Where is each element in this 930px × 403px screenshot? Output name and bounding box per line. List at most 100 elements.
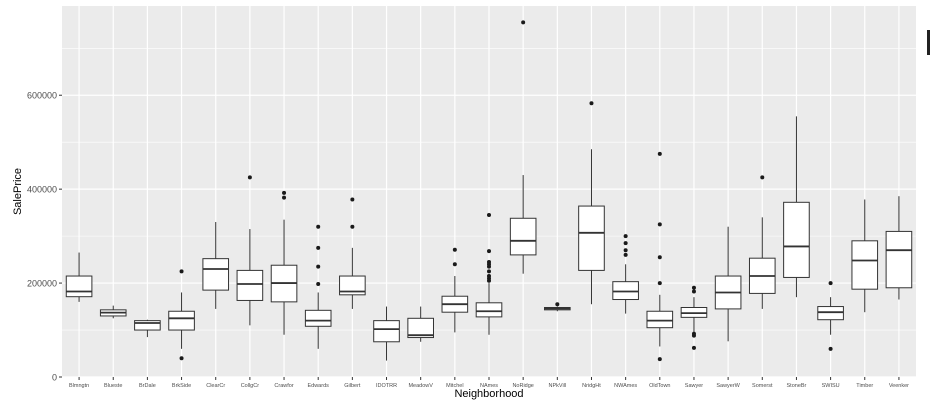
x-tick-label: BrkSide: [172, 383, 191, 389]
x-tick-label: NWAmes: [614, 383, 637, 389]
x-tick-label: Edwards: [307, 383, 329, 389]
box-iqr: [202, 258, 230, 291]
box-group-blueste: [99, 305, 127, 319]
box-iqr: [168, 310, 195, 331]
outlier-point: [282, 195, 287, 200]
box-iqr: [783, 201, 810, 278]
x-tick-label: Timber: [856, 383, 873, 389]
outlier-point: [487, 264, 491, 269]
box-iqr: [509, 217, 537, 256]
box-group-oldtown: [646, 151, 674, 362]
outlier-point: [521, 20, 526, 25]
x-tick-label: NridgHt: [582, 383, 601, 389]
box-iqr: [304, 309, 332, 327]
x-tick-label: NoRidge: [512, 383, 533, 389]
outlier-point: [282, 190, 287, 195]
box-group-brdale: [134, 319, 161, 338]
box-group-meadowv: [407, 306, 434, 342]
box-iqr: [236, 269, 264, 301]
y-axis-ticks: 0 200000 400000 600000: [27, 91, 62, 383]
x-tick-label: NPkVill: [548, 383, 566, 389]
box-group-stonebr: [783, 116, 810, 298]
outlier-point: [452, 262, 457, 267]
x-tick-label: Veenker: [889, 383, 909, 389]
box-group-nridght: [578, 101, 605, 305]
x-axis-ticks: Blmngtn Blueste BrDale BrkSide ClearCr CollgC…: [69, 377, 909, 389]
box-group-crawfor: [270, 190, 298, 335]
outlier-point: [657, 281, 662, 286]
outlier-point: [657, 357, 662, 362]
box-group-names: [475, 212, 503, 335]
y-axis-title: SalePrice: [12, 168, 24, 215]
outlier-point: [179, 356, 184, 361]
x-tick-label: NAmes: [480, 383, 498, 389]
box-iqr: [134, 320, 161, 331]
y-tick-label: 200000: [27, 279, 57, 289]
outlier-point: [316, 264, 321, 269]
outlier-point: [555, 302, 560, 307]
box-group-blmngtn: [65, 252, 93, 302]
box-group-swisu: [817, 281, 844, 351]
box-group-timber: [851, 199, 879, 313]
x-tick-label: Crawfor: [274, 383, 293, 389]
x-tick-label: Sawyer: [685, 383, 704, 389]
box-iqr: [339, 275, 366, 296]
x-tick-label: MeadowV: [408, 383, 433, 389]
outlier-point: [760, 175, 765, 180]
outlier-point: [487, 278, 491, 283]
boxes-layer: [65, 20, 913, 362]
outlier-point: [657, 151, 662, 156]
x-tick-label: Blmngtn: [69, 383, 89, 389]
outlier-point: [589, 101, 594, 106]
outlier-point: [657, 255, 662, 260]
x-axis-title: Neighborhood: [454, 388, 523, 400]
box-group-veenker: [885, 196, 913, 300]
box-iqr: [612, 281, 639, 301]
box-group-gilbert: [339, 197, 366, 309]
outlier-point: [623, 252, 628, 257]
outlier-point: [350, 197, 355, 202]
box-iqr: [646, 310, 674, 329]
box-iqr: [851, 240, 879, 290]
box-iqr: [817, 306, 844, 321]
box-iqr: [885, 230, 913, 289]
outlier-point: [487, 249, 491, 254]
box-group-brkside: [168, 269, 195, 361]
box-group-collgcr: [236, 175, 264, 326]
box-group-npkvill: [544, 302, 571, 312]
box-group-edwards: [304, 224, 332, 349]
box-iqr: [373, 320, 400, 343]
outlier-point: [316, 224, 321, 229]
box-iqr: [475, 302, 503, 318]
outlier-point: [691, 333, 696, 338]
box-group-mitchel: [441, 247, 469, 333]
y-tick-label: 600000: [27, 91, 57, 101]
box-group-clearcr: [202, 222, 230, 309]
x-tick-label: SWISU: [822, 383, 840, 389]
x-tick-label: IDOTRR: [376, 383, 397, 389]
outlier-point: [623, 248, 628, 253]
x-tick-label: StoneBr: [787, 383, 807, 389]
box-group-idotrr: [373, 306, 400, 361]
outlier-point: [691, 289, 696, 294]
box-group-nwames: [612, 234, 639, 314]
box-iqr: [65, 275, 93, 298]
x-tick-label: Blueste: [104, 383, 122, 389]
outlier-point: [623, 234, 628, 239]
x-tick-label: Somerst: [752, 383, 773, 389]
outlier-point: [487, 269, 491, 274]
outlier-point: [179, 269, 184, 274]
box-iqr: [407, 317, 434, 339]
x-tick-label: CollgCr: [241, 383, 260, 389]
x-tick-label: OldTown: [649, 383, 670, 389]
outlier-point: [316, 282, 321, 287]
outlier-point: [350, 224, 355, 229]
x-tick-label: ClearCr: [206, 383, 225, 389]
outlier-point: [247, 175, 252, 180]
box-group-sawyerw: [714, 226, 742, 342]
x-tick-label: BrDale: [139, 383, 156, 389]
y-tick-label: 0: [52, 373, 57, 383]
outlier-point: [691, 285, 696, 290]
outlier-point: [452, 247, 457, 252]
